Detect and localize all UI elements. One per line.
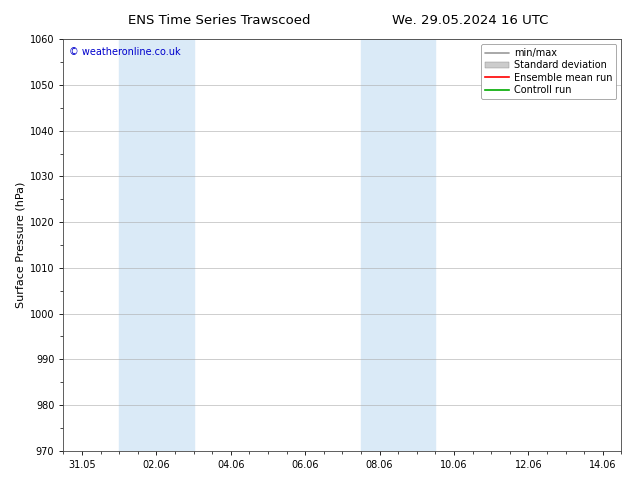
Y-axis label: Surface Pressure (hPa): Surface Pressure (hPa) bbox=[16, 182, 25, 308]
Text: © weatheronline.co.uk: © weatheronline.co.uk bbox=[69, 48, 181, 57]
Bar bbox=[361, 39, 436, 451]
Text: We. 29.05.2024 16 UTC: We. 29.05.2024 16 UTC bbox=[392, 14, 549, 27]
Bar bbox=[119, 39, 193, 451]
Legend: min/max, Standard deviation, Ensemble mean run, Controll run: min/max, Standard deviation, Ensemble me… bbox=[481, 44, 616, 99]
Text: ENS Time Series Trawscoed: ENS Time Series Trawscoed bbox=[128, 14, 311, 27]
